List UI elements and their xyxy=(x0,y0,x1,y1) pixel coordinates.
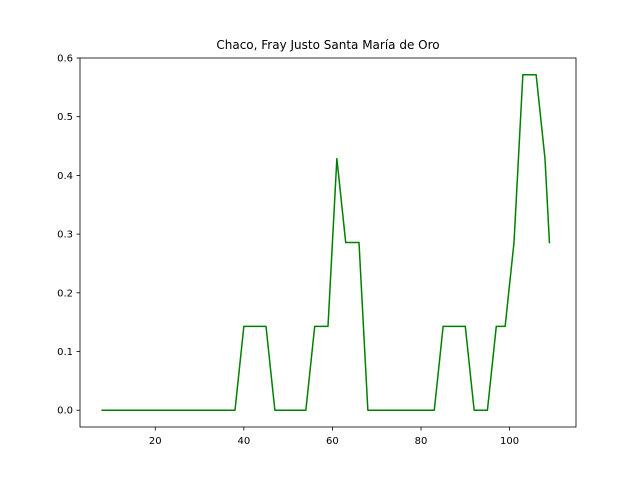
y-tick-label: 0.0 xyxy=(57,406,73,417)
x-tick-label: 40 xyxy=(237,436,250,447)
series-line-0 xyxy=(101,74,551,411)
x-tick-label: 80 xyxy=(415,436,428,447)
plot-area xyxy=(101,74,551,411)
y-tick-label: 0.5 xyxy=(57,112,73,123)
y-tick-label: 0.1 xyxy=(57,347,73,358)
axes: 20 40 60 80 100 0.0 0.1 0.2 0.3 0.4 0.5 0.6 xyxy=(57,54,577,447)
y-tick-label: 0.2 xyxy=(57,288,73,299)
y-tick-label: 0.6 xyxy=(57,54,73,65)
x-tick-label: 20 xyxy=(149,436,162,447)
x-tick-label: 60 xyxy=(326,436,339,447)
chart-title: Chaco, Fray Justo Santa María de Oro xyxy=(216,38,439,52)
x-tick-label: 100 xyxy=(500,436,519,447)
y-tick-label: 0.4 xyxy=(57,171,73,182)
axes-frame xyxy=(79,57,577,428)
y-tick-label: 0.3 xyxy=(57,230,73,241)
